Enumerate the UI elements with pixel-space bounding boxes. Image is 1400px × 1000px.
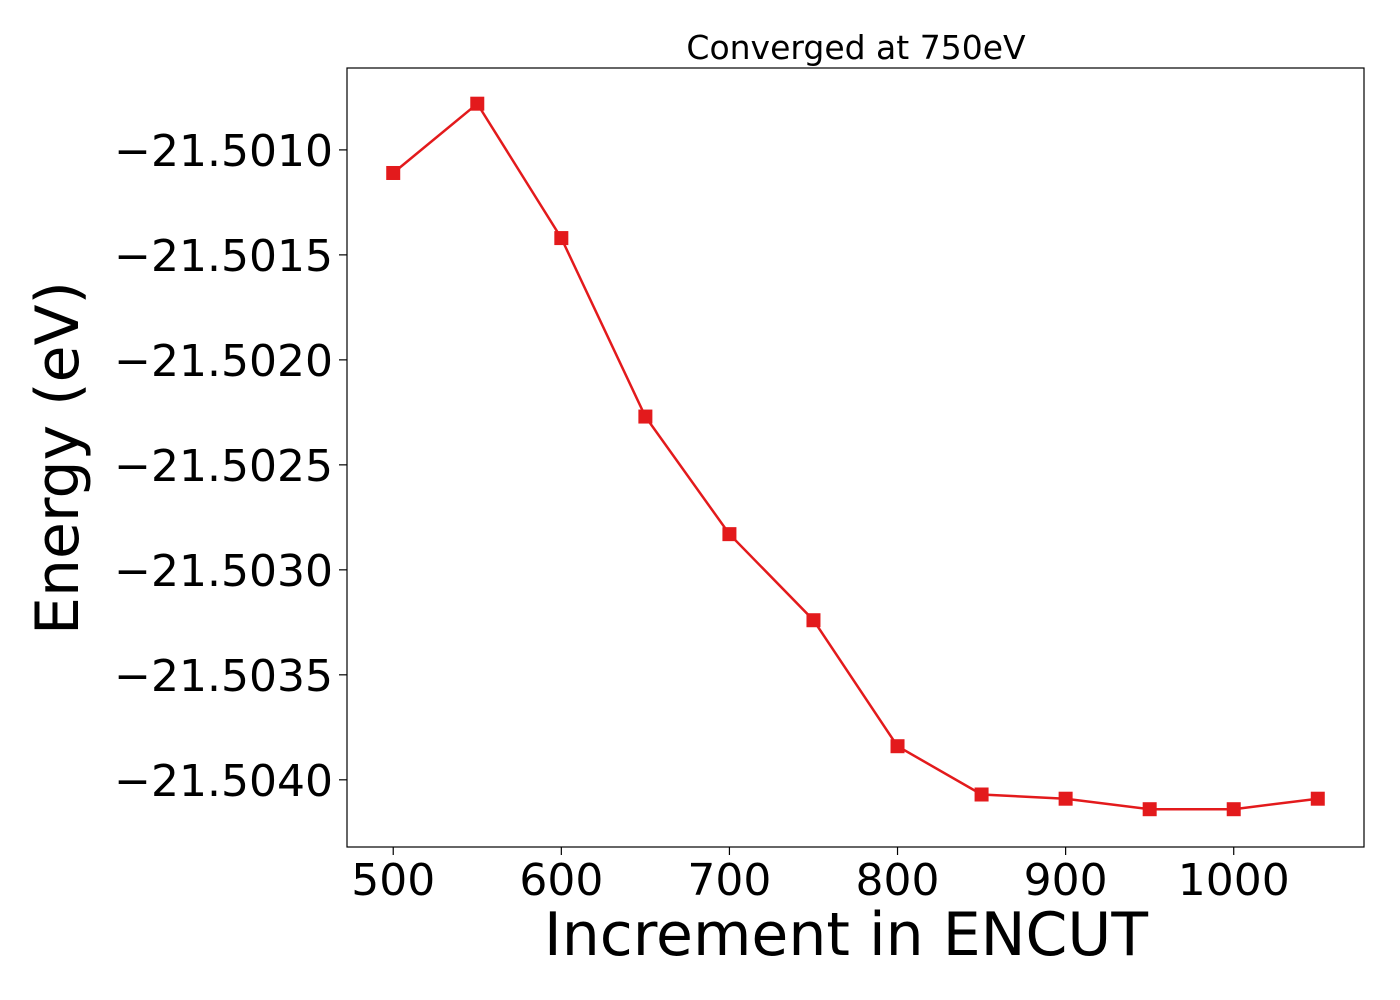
data-point-6 [890, 739, 905, 754]
series-line-0 [392, 101, 1318, 811]
data-point-11 [1310, 791, 1325, 806]
plot-frame [346, 67, 1365, 848]
y-axis-title: Energy (eV) [23, 281, 93, 635]
plot-layer [386, 96, 1325, 817]
data-point-7 [974, 787, 989, 802]
data-point-5 [806, 613, 821, 628]
y-tick-label: −21.5025 [114, 441, 333, 492]
x-tick-label: 900 [1024, 855, 1108, 906]
y-tick-label: −21.5020 [114, 336, 333, 387]
x-tick-label: 800 [856, 855, 940, 906]
y-tick-label: −21.5035 [114, 651, 333, 702]
data-point-10 [1226, 802, 1241, 817]
data-point-4 [722, 527, 737, 542]
x-tick-label: 600 [519, 855, 603, 906]
x-tick-label: 1000 [1178, 855, 1290, 906]
data-point-9 [1142, 802, 1157, 817]
chart-title: Converged at 750eV [686, 28, 1026, 67]
y-axis-ticks: −21.5010 −21.5015 −21.5020 −21.5025 −21.5030… [114, 126, 347, 807]
data-point-2 [554, 231, 569, 246]
y-tick-label: −21.5015 [114, 231, 333, 282]
x-tick-label: 500 [351, 855, 435, 906]
y-tick-label: −21.5030 [114, 546, 333, 597]
data-point-0 [386, 165, 401, 180]
x-tick-label: 700 [687, 855, 771, 906]
x-axis-title: Increment in ENCUT [544, 900, 1148, 970]
data-point-1 [470, 96, 485, 111]
data-point-8 [1058, 791, 1073, 806]
data-point-3 [638, 409, 653, 424]
y-tick-label: −21.5010 [114, 126, 333, 177]
x-axis-ticks: 500 600 700 800 900 1000 [351, 847, 1290, 906]
y-tick-label: −21.5040 [114, 756, 333, 807]
